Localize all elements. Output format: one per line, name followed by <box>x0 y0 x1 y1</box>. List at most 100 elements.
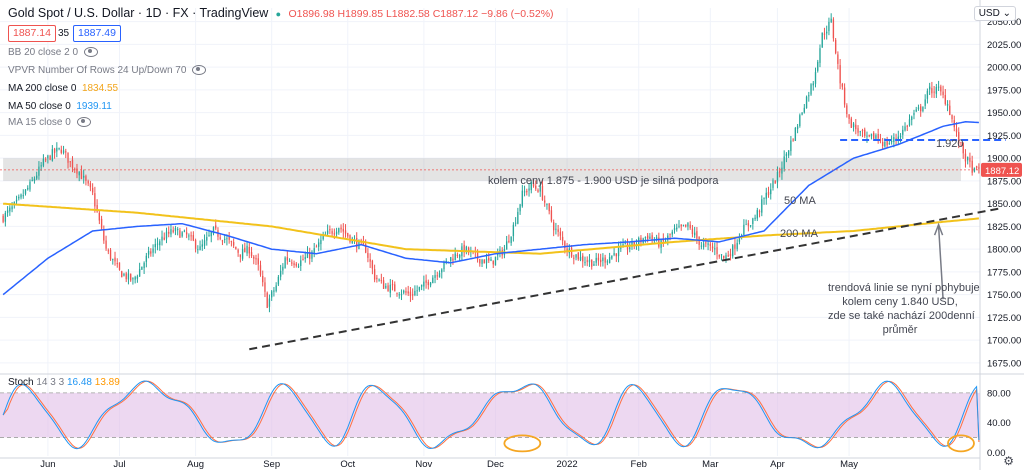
indicator-ma200[interactable]: MA 200 close 0 1834.55 <box>8 83 119 94</box>
indicator-ma15[interactable]: MA 15 close 0 <box>8 117 91 128</box>
candle <box>893 137 895 143</box>
candle <box>313 248 315 253</box>
support-zone <box>3 158 961 181</box>
candle <box>114 257 116 262</box>
candle <box>702 243 705 248</box>
candle <box>322 235 324 240</box>
candle <box>309 253 311 259</box>
candle <box>958 132 960 144</box>
candle <box>194 240 197 249</box>
candle <box>109 249 112 260</box>
candle <box>727 255 729 257</box>
annotation-arrow <box>937 226 944 300</box>
candle <box>116 263 118 265</box>
candle <box>725 255 727 261</box>
stoch-legend[interactable]: Stoch 14 3 3 16.48 13.89 <box>8 377 120 388</box>
candle <box>855 124 857 130</box>
candle <box>790 140 792 152</box>
candle <box>219 237 221 239</box>
candle <box>125 273 127 280</box>
candle <box>232 242 235 246</box>
candle <box>250 252 253 256</box>
candle <box>441 269 443 273</box>
candle <box>179 230 181 238</box>
candle <box>935 86 938 94</box>
candle <box>492 260 494 265</box>
price-tick-label: 2050.00 <box>987 17 1021 28</box>
indicator-bb[interactable]: BB 20 close 2 0 <box>8 47 99 58</box>
candle <box>36 175 38 179</box>
candle <box>450 257 452 261</box>
candle <box>206 237 208 241</box>
candle <box>22 195 24 197</box>
price-tick-label: 1975.00 <box>987 85 1021 96</box>
candle <box>78 171 80 176</box>
stoch-highlight-ellipse <box>947 434 975 453</box>
time-tick-label: 2022 <box>557 459 578 470</box>
candle <box>33 178 36 181</box>
candle <box>711 246 714 249</box>
candle <box>812 83 814 86</box>
visibility-eye-icon[interactable] <box>84 47 99 58</box>
candle <box>89 183 92 188</box>
candle <box>617 247 620 257</box>
price-tick-label: 1800.00 <box>987 245 1021 256</box>
candle <box>297 266 300 268</box>
candle <box>949 105 951 116</box>
ma50-line <box>2 121 979 296</box>
candle <box>582 255 584 262</box>
candle <box>749 225 752 227</box>
candle <box>877 133 879 139</box>
candle <box>787 150 790 156</box>
candle <box>425 280 427 283</box>
candle <box>810 84 812 95</box>
visibility-eye-icon[interactable] <box>192 65 207 76</box>
trendline <box>249 207 1002 351</box>
time-tick-label: Oct <box>340 459 355 470</box>
candle <box>544 200 546 203</box>
buy-price-box[interactable]: 1887.49 <box>73 25 121 42</box>
candle <box>588 259 591 263</box>
time-tick-label: May <box>840 459 858 470</box>
candle <box>772 180 774 188</box>
candle <box>514 222 517 224</box>
currency-select[interactable]: USD ⌄ <box>973 6 1016 21</box>
candle <box>329 229 331 231</box>
candle <box>335 231 338 235</box>
candle <box>373 269 376 280</box>
last-price-label: 1887.12 <box>985 166 1019 177</box>
candle <box>655 237 658 241</box>
candle <box>667 235 669 241</box>
candle <box>83 175 85 178</box>
price-tick-label: 1850.00 <box>987 199 1021 210</box>
candle <box>380 280 383 282</box>
candle <box>300 260 302 266</box>
price-tick-label: 1900.00 <box>987 154 1021 165</box>
candle <box>902 129 904 135</box>
candle <box>830 18 832 23</box>
visibility-eye-icon[interactable] <box>76 117 91 128</box>
indicator-vpvr[interactable]: VPVR Number Of Rows 24 Up/Down 70 <box>8 65 207 76</box>
indicator-ma50[interactable]: MA 50 close 0 1939.11 <box>8 101 112 112</box>
candle <box>539 186 541 192</box>
candle <box>955 128 958 133</box>
candle <box>479 258 481 264</box>
sell-price-box[interactable]: 1887.14 <box>8 25 56 42</box>
candle <box>107 250 109 252</box>
candle <box>304 257 306 259</box>
last-price-tag <box>981 162 1022 177</box>
candle <box>436 275 438 277</box>
candle <box>859 131 861 133</box>
candle <box>60 149 62 153</box>
candle <box>767 191 770 196</box>
candle <box>118 262 121 270</box>
candle <box>246 245 248 254</box>
candle <box>805 96 808 109</box>
candle <box>347 233 349 237</box>
spread-value: 35 <box>58 28 70 39</box>
symbol-title[interactable]: Gold Spot / U.S. Dollar · 1D · FX · Trad… <box>8 6 269 20</box>
settings-gear-icon[interactable]: ⚙ <box>1003 454 1014 468</box>
candle <box>505 241 508 250</box>
candle <box>197 249 199 251</box>
